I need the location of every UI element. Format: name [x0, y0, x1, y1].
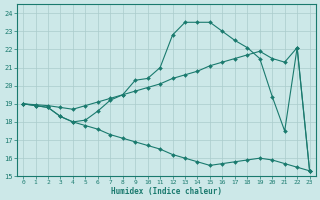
- X-axis label: Humidex (Indice chaleur): Humidex (Indice chaleur): [111, 187, 222, 196]
